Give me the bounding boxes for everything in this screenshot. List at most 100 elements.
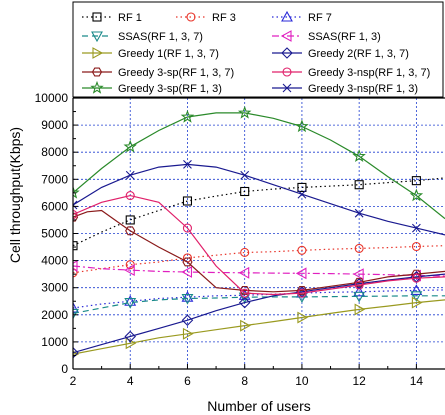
series-line <box>73 299 445 355</box>
marker-triangle-left <box>124 264 135 277</box>
marker-triangle-down <box>410 291 423 302</box>
marker-x <box>354 208 364 218</box>
x-tick-label: 12 <box>352 374 366 388</box>
x-tick-label: 10 <box>295 374 309 388</box>
marker-star <box>409 188 424 202</box>
x-tick-label: 8 <box>241 374 248 388</box>
marker-square <box>411 176 421 186</box>
marker-triangle-right <box>411 296 423 309</box>
marker-triangle-up <box>281 10 293 22</box>
series-line <box>73 112 445 220</box>
marker-x <box>240 170 250 180</box>
plot-area <box>73 105 445 359</box>
series-3 <box>73 284 445 313</box>
y-tick-label: 2000 <box>41 308 68 322</box>
marker-triangle-left <box>353 268 364 281</box>
series-line <box>73 163 445 236</box>
marker-triangle-left <box>280 30 292 42</box>
x-tick-label: 4 <box>127 374 134 388</box>
series-11 <box>73 160 445 236</box>
x-axis-label: Number of users <box>207 398 310 414</box>
marker-square <box>297 182 307 192</box>
series-9 <box>73 191 445 298</box>
legend-item-2: RF 3 <box>176 12 236 24</box>
series-5 <box>73 260 445 282</box>
marker-diamond <box>181 314 194 326</box>
series-6 <box>73 296 445 358</box>
marker-square <box>240 186 250 197</box>
marker-x <box>125 170 135 180</box>
series-10 <box>73 105 445 220</box>
marker-triangle-up <box>353 285 366 297</box>
marker-circle <box>354 243 364 253</box>
marker-star <box>90 80 104 94</box>
marker-circle-open <box>411 273 421 283</box>
x-tick-label: 2 <box>70 374 77 388</box>
marker-square <box>92 12 102 22</box>
y-axis-label: Cell throughput(Kbps) <box>7 127 23 263</box>
legend-item-6: Greedy 1(RF 1, 3, 7) <box>82 47 219 60</box>
y-tick-label: 5000 <box>41 227 68 241</box>
marker-star <box>295 119 309 133</box>
marker-star <box>352 149 366 162</box>
marker-triangle-left <box>181 266 193 278</box>
marker-circle <box>240 247 250 258</box>
marker-circle-open <box>125 191 135 201</box>
grid <box>72 97 445 370</box>
x-tick-label: 6 <box>184 374 191 388</box>
series-2 <box>73 241 445 278</box>
legend-item-10: Greedy 3-sp(RF 1, 3) <box>82 80 222 95</box>
marker-triangle-right <box>92 47 104 59</box>
legend-label: Greedy 3-sp(RF 1, 3) <box>118 83 222 95</box>
marker-hexagon <box>354 277 365 287</box>
marker-hexagon <box>239 285 250 295</box>
marker-triangle-right <box>182 327 194 340</box>
marker-square <box>182 196 193 206</box>
marker-hexagon <box>296 285 308 295</box>
marker-triangle-down <box>91 31 103 43</box>
marker-diamond <box>281 47 293 59</box>
legend-item-11: Greedy 3-nsp(RF 1, 3) <box>272 83 418 95</box>
legend-label: Greedy 1(RF 1, 3, 7) <box>118 48 219 60</box>
marker-triangle-down <box>353 291 366 303</box>
series-1 <box>73 176 445 251</box>
y-tick-label: 6000 <box>41 199 68 213</box>
legend-item-3: RF 7 <box>272 10 332 24</box>
marker-square <box>73 241 78 251</box>
legend: RF 1 RF 3 RF 7 SSAS(RF 1, 3, 7) SSAS(RF 1, 3… <box>72 1 444 98</box>
x-tick-label: 14 <box>410 374 424 388</box>
legend-label: RF 7 <box>308 12 332 24</box>
legend-label: SSAS(RF 1, 3) <box>308 31 381 43</box>
marker-circle-open <box>282 67 292 77</box>
marker-triangle-up <box>410 284 423 295</box>
y-tick-label: 8000 <box>41 145 68 159</box>
marker-circle-open <box>354 280 364 290</box>
legend-label: RF 1 <box>118 12 142 24</box>
marker-circle-open <box>182 223 193 233</box>
marker-triangle-left <box>73 260 78 272</box>
marker-star <box>123 139 137 153</box>
series-line <box>73 245 445 274</box>
marker-triangle-up <box>73 301 79 313</box>
marker-triangle-left <box>295 267 307 280</box>
axes: 2 4 6 8 10 12 14 0 1000 2000 3000 4000 5000 6000 7000 8… <box>35 91 445 388</box>
legend-item-4: SSAS(RF 1, 3, 7) <box>82 31 203 43</box>
marker-circle-open <box>73 209 78 220</box>
marker-triangle-right <box>297 311 309 324</box>
series-4 <box>73 291 445 320</box>
series-line <box>73 295 445 314</box>
marker-hexagon <box>125 226 136 236</box>
marker-star <box>73 185 80 199</box>
marker-star <box>180 109 195 123</box>
legend-label: SSAS(RF 1, 3, 7) <box>118 31 203 43</box>
legend-label: Greedy 3-nsp(RF 1, 3, 7) <box>308 67 430 79</box>
marker-triangle-down <box>73 308 79 320</box>
marker-circle <box>73 268 78 278</box>
marker-x <box>73 200 78 210</box>
marker-square <box>125 215 135 225</box>
marker-circle <box>297 245 307 255</box>
y-tick-label: 10000 <box>35 91 69 105</box>
marker-hexagon <box>182 257 193 267</box>
series-line <box>73 194 445 296</box>
